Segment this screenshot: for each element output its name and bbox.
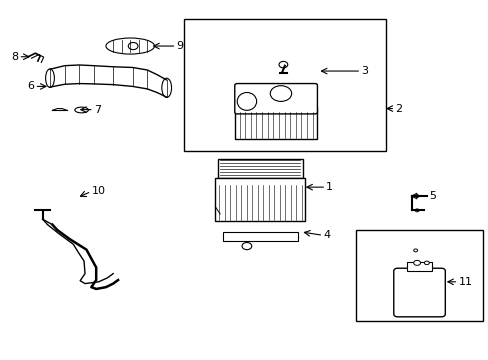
- FancyBboxPatch shape: [234, 84, 317, 114]
- Circle shape: [413, 249, 417, 252]
- Circle shape: [413, 260, 420, 265]
- Bar: [183, 19, 385, 152]
- Text: 10: 10: [91, 186, 105, 197]
- Text: 6: 6: [27, 81, 34, 91]
- Circle shape: [242, 243, 251, 249]
- Ellipse shape: [237, 93, 256, 111]
- Circle shape: [414, 209, 418, 212]
- Bar: [407, 262, 431, 271]
- Bar: [356, 230, 482, 321]
- Text: 8: 8: [11, 52, 19, 62]
- Circle shape: [128, 42, 138, 50]
- Text: 5: 5: [428, 191, 435, 201]
- Text: 11: 11: [458, 277, 471, 287]
- Text: 4: 4: [323, 230, 330, 240]
- Ellipse shape: [75, 107, 88, 113]
- Text: 2: 2: [394, 104, 402, 113]
- Bar: [222, 232, 297, 241]
- Ellipse shape: [45, 69, 54, 87]
- Text: 3: 3: [361, 66, 367, 76]
- Bar: [215, 178, 305, 221]
- Text: 7: 7: [94, 105, 101, 114]
- Bar: [217, 158, 302, 178]
- Bar: [234, 107, 317, 139]
- FancyBboxPatch shape: [393, 268, 445, 317]
- Text: 1: 1: [325, 182, 332, 192]
- Ellipse shape: [162, 78, 171, 98]
- Circle shape: [279, 62, 287, 68]
- Circle shape: [270, 86, 291, 102]
- Circle shape: [414, 195, 418, 198]
- Text: 9: 9: [176, 41, 183, 51]
- Ellipse shape: [106, 38, 154, 54]
- Circle shape: [424, 261, 428, 265]
